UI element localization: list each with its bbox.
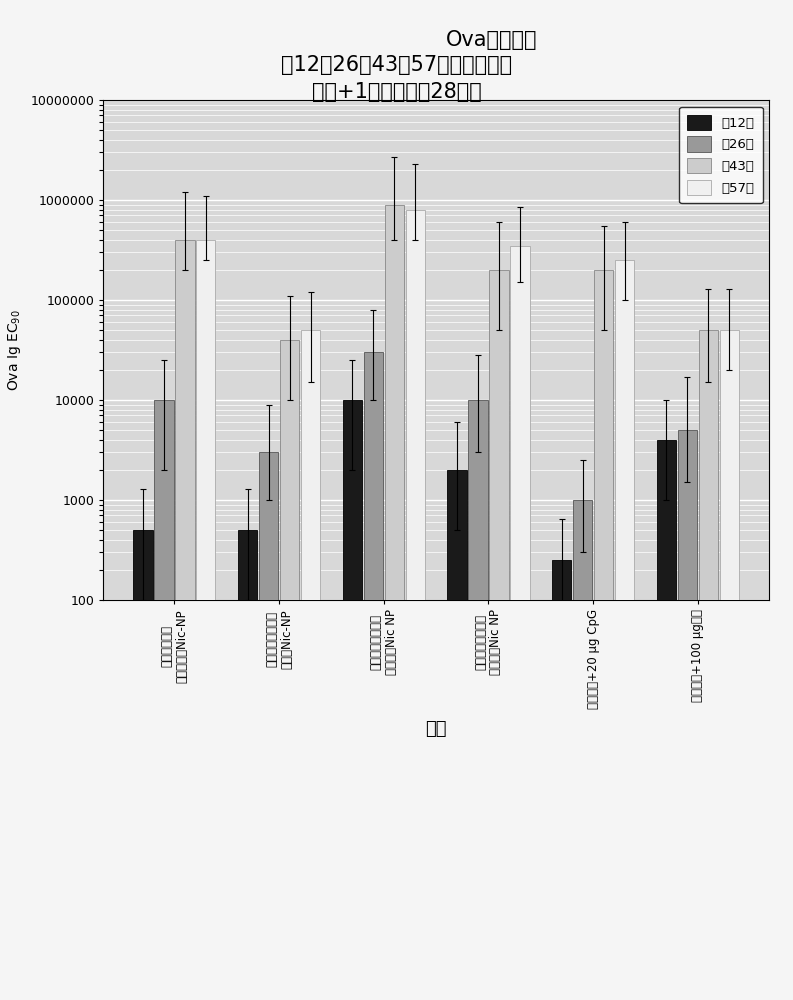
Text: 初免+1个加强（第28天）: 初免+1个加强（第28天） — [312, 82, 481, 102]
Legend: 第12天, 第26天, 第43天, 第57天: 第12天, 第26天, 第43天, 第57天 — [680, 107, 763, 203]
Bar — [720, 330, 739, 1000]
Bar — [405, 210, 425, 1000]
Bar — [552, 560, 572, 1000]
Bar — [133, 530, 152, 1000]
Text: 第12、26、43、57天的抗体滤度: 第12、26、43、57天的抗体滤度 — [281, 55, 512, 75]
Bar — [196, 240, 216, 1000]
Bar — [301, 330, 320, 1000]
Bar — [469, 400, 488, 1000]
Y-axis label: Ova Ig EC$_{90}$: Ova Ig EC$_{90}$ — [6, 309, 23, 391]
Bar — [615, 260, 634, 1000]
Bar — [699, 330, 718, 1000]
Bar — [343, 400, 362, 1000]
Bar — [155, 400, 174, 1000]
Bar — [510, 246, 530, 1000]
Bar — [259, 452, 278, 1000]
Bar — [594, 270, 613, 1000]
Bar — [678, 430, 697, 1000]
Text: Ova疫苗接种: Ova疫苗接种 — [446, 30, 538, 50]
Bar — [238, 530, 258, 1000]
X-axis label: 接种: 接种 — [425, 720, 447, 738]
Bar — [280, 340, 299, 1000]
Bar — [385, 205, 404, 1000]
Bar — [489, 270, 508, 1000]
Bar — [657, 440, 676, 1000]
Bar — [573, 500, 592, 1000]
Bar — [447, 470, 467, 1000]
Bar — [364, 352, 383, 1000]
Bar — [175, 240, 194, 1000]
